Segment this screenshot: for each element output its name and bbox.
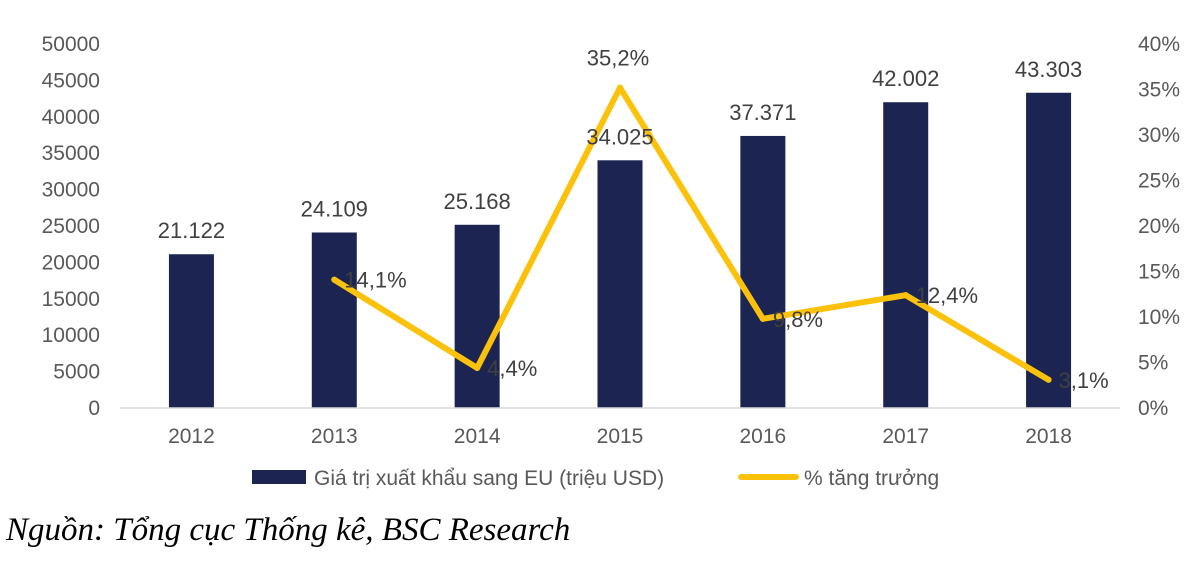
right-axis-tick-label: 25%: [1138, 170, 1180, 193]
line-data-label: 12,4%: [916, 283, 978, 308]
line-data-label: 9,8%: [773, 307, 823, 332]
combo-chart: 0 5000 10000 15000 20000 25000 30000 35000 40000…: [42, 33, 1180, 490]
left-axis-tick-label: 0: [88, 397, 100, 420]
bar-data-label: 42.002: [872, 66, 939, 91]
growth-line: [331, 84, 1052, 383]
right-axis-tick-label: 35%: [1138, 79, 1180, 102]
bar-data-label: 43.303: [1015, 57, 1082, 82]
x-axis: 2012 2013 2014 2015 2016 2017 2018: [168, 425, 1072, 448]
line-series: [331, 84, 1052, 383]
bar-2017: [883, 102, 929, 409]
left-axis-tick-label: 15000: [42, 288, 100, 311]
bar-data-label: 37.371: [729, 100, 796, 125]
bar-data-labels: 21.122 24.109 25.168 34.025 37.371 42.002 43.3…: [158, 57, 1082, 243]
x-axis-tick-label: 2018: [1025, 425, 1072, 448]
bar-data-label: 34.025: [586, 124, 653, 149]
x-axis-tick-label: 2015: [597, 425, 644, 448]
growth-point-2014: [474, 364, 481, 371]
legend-label-line: % tăng trưởng: [804, 467, 939, 490]
left-axis-tick-label: 20000: [42, 251, 100, 274]
line-data-label: 3,1%: [1059, 368, 1109, 393]
growth-point-2015: [617, 84, 623, 91]
right-axis-tick-label: 0%: [1138, 397, 1168, 420]
right-axis-tick-label: 5%: [1138, 352, 1168, 375]
bar-data-label: 25.168: [443, 189, 510, 214]
right-axis-tick-label: 20%: [1138, 215, 1180, 238]
bar-2016: [740, 135, 786, 408]
left-axis-tick-label: 40000: [42, 106, 100, 129]
x-axis-tick-label: 2017: [882, 425, 929, 448]
bar-2013: [311, 232, 357, 408]
right-axis-tick-label: 40%: [1138, 33, 1180, 56]
growth-point-2017: [902, 292, 909, 299]
right-axis: 0% 5% 10% 15% 20% 25% 30% 35% 40%: [1138, 33, 1180, 420]
x-axis-tick-label: 2014: [454, 425, 501, 448]
left-axis-tick-label: 25000: [42, 215, 100, 238]
x-axis-tick-label: 2012: [168, 425, 215, 448]
bar-series: [168, 92, 1072, 409]
source-note: Nguồn: Tổng cục Thống kê, BSC Research: [6, 512, 571, 548]
growth-point-2018: [1045, 376, 1052, 383]
left-axis-tick-label: 50000: [42, 33, 100, 56]
right-axis-tick-label: 15%: [1138, 261, 1180, 284]
line-data-label: 35,2%: [587, 46, 649, 71]
left-axis-tick-label: 45000: [42, 69, 100, 92]
x-axis-tick-label: 2016: [739, 425, 786, 448]
right-axis-tick-label: 10%: [1138, 306, 1180, 329]
line-data-labels: 14,1% 4,4% 35,2% 9,8% 12,4% 3,1%: [344, 46, 1108, 393]
legend-swatch-bar: [252, 470, 306, 484]
right-axis-tick-label: 30%: [1138, 124, 1180, 147]
line-data-label: 4,4%: [487, 356, 537, 381]
bar-data-label: 24.109: [301, 196, 368, 221]
bar-2012: [168, 254, 214, 408]
left-axis: 0 5000 10000 15000 20000 25000 30000 35000 40000…: [42, 33, 100, 420]
x-axis-tick-label: 2013: [311, 425, 358, 448]
left-axis-tick-label: 30000: [42, 179, 100, 202]
bar-data-label: 21.122: [158, 218, 225, 243]
left-axis-tick-label: 5000: [53, 361, 100, 384]
bar-2014: [454, 224, 500, 408]
bar-2015: [597, 160, 643, 408]
legend: Giá trị xuất khẩu sang EU (triệu USD) % …: [252, 467, 939, 490]
growth-point-2013: [331, 276, 338, 283]
growth-point-2016: [759, 315, 766, 322]
left-axis-tick-label: 10000: [42, 324, 100, 347]
line-data-label: 14,1%: [344, 268, 406, 293]
bar-2018: [1026, 92, 1072, 409]
left-axis-tick-label: 35000: [42, 142, 100, 165]
legend-label-bar: Giá trị xuất khẩu sang EU (triệu USD): [314, 467, 664, 490]
